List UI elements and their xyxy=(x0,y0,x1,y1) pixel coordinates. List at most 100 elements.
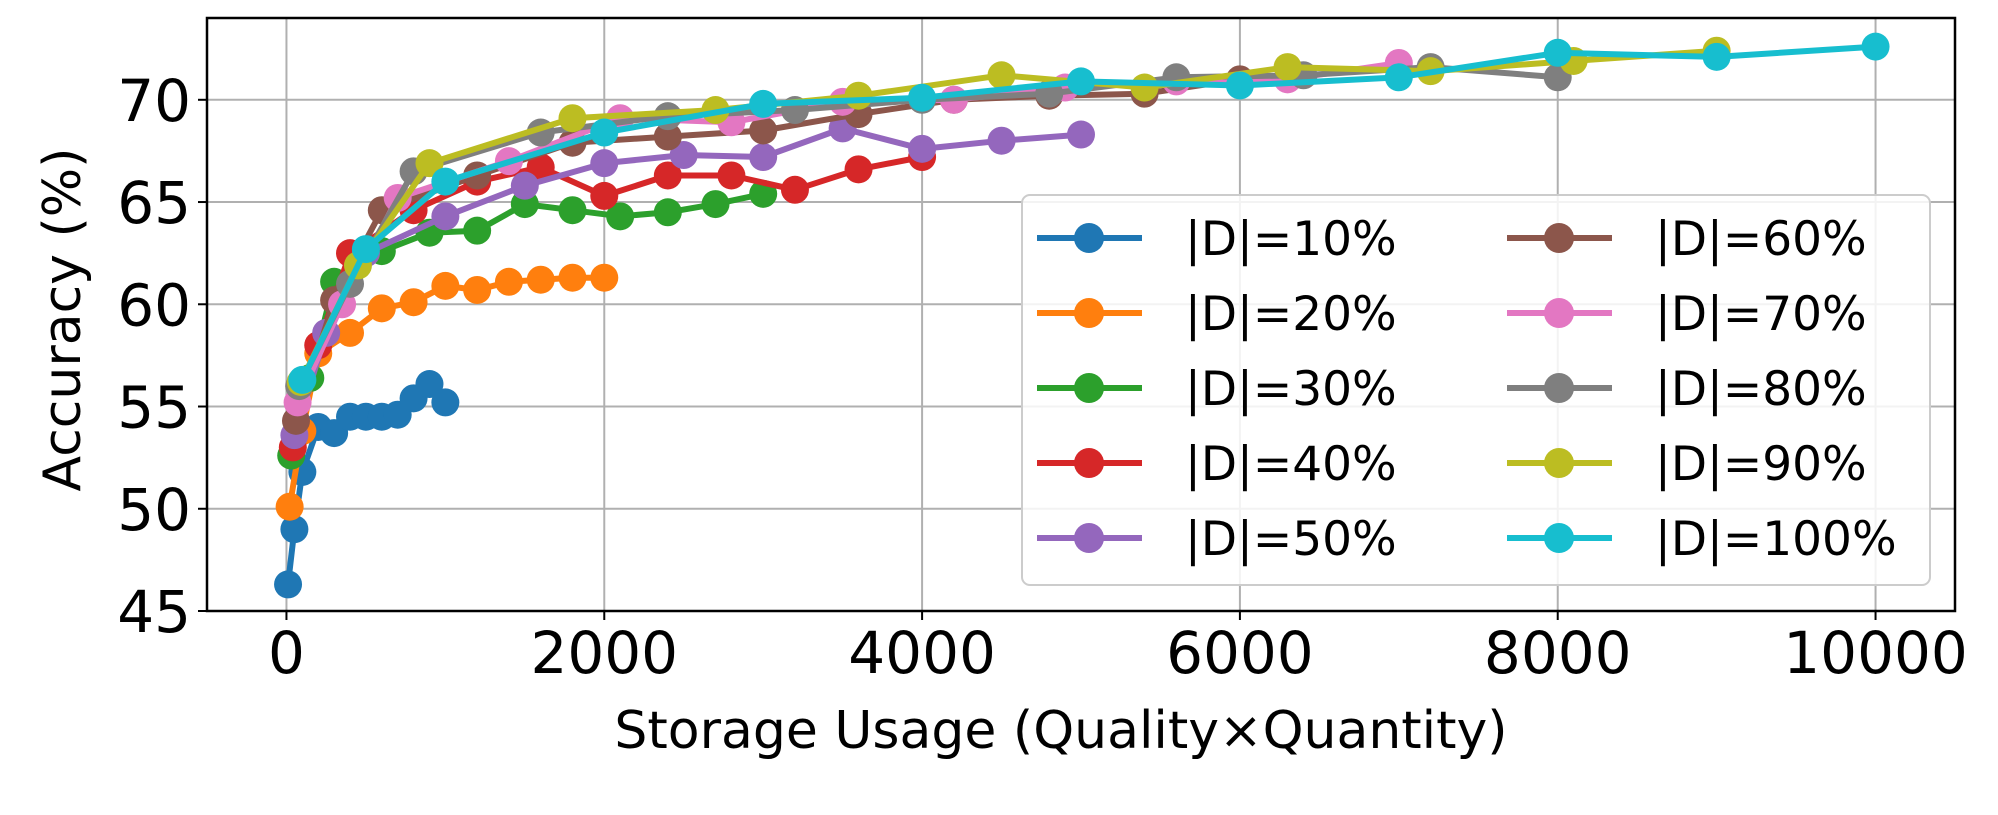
y-tick-label: 45 xyxy=(117,578,191,646)
data-point xyxy=(653,161,682,190)
legend-entry: |D|=90% xyxy=(1507,437,1867,492)
data-point xyxy=(653,122,682,151)
x-tick-label: 6000 xyxy=(1166,619,1314,687)
data-point xyxy=(844,155,873,184)
data-point xyxy=(987,61,1016,90)
data-point xyxy=(558,104,587,133)
plot-frame xyxy=(205,16,1957,613)
data-point xyxy=(780,175,809,204)
data-point xyxy=(431,202,460,231)
data-point xyxy=(669,141,698,170)
legend-entry: |D|=100% xyxy=(1507,512,1897,567)
x-tick-label: 4000 xyxy=(848,619,996,687)
legend-entry: |D|=60% xyxy=(1507,212,1867,267)
legend-label: |D|=30% xyxy=(1185,362,1397,417)
data-point xyxy=(1861,32,1890,61)
data-point xyxy=(590,118,619,147)
data-point xyxy=(606,202,635,231)
data-point xyxy=(1067,67,1095,96)
data-point xyxy=(431,388,460,417)
data-point xyxy=(717,161,746,190)
y-tick-label: 50 xyxy=(117,476,191,544)
x-tick-label: 2000 xyxy=(530,619,678,687)
series-line xyxy=(299,43,1876,382)
legend-label: |D|=60% xyxy=(1655,212,1867,267)
legend-label: |D|=100% xyxy=(1655,512,1897,567)
data-point xyxy=(351,235,380,264)
legend-entries: |D|=10% |D|=20% |D|=30% |D|=40% |D|=50% |D|=6… xyxy=(1037,212,1897,567)
data-point xyxy=(1543,38,1572,67)
data-point xyxy=(749,89,778,118)
data-point xyxy=(1273,53,1302,82)
legend-label: |D|=10% xyxy=(1185,212,1397,267)
data-point xyxy=(590,149,619,178)
legend-box xyxy=(1021,194,1931,586)
data-point xyxy=(653,198,682,227)
data-point xyxy=(1130,73,1159,102)
legend-swatch-marker xyxy=(1074,298,1104,328)
legend-entry: |D|=20% xyxy=(1037,287,1397,342)
data-point xyxy=(463,216,492,245)
data-point xyxy=(399,288,428,317)
data-point xyxy=(431,167,460,196)
data-point xyxy=(526,265,555,294)
legend-swatch-marker xyxy=(1544,448,1574,478)
legend-swatch-marker xyxy=(1074,523,1104,553)
data-point xyxy=(908,83,937,112)
data-point xyxy=(1702,42,1731,71)
y-tick-label: 70 xyxy=(117,67,191,135)
legend-entry: |D|=10% xyxy=(1037,212,1397,267)
data-point xyxy=(275,492,304,521)
data-point xyxy=(908,134,937,163)
y-tick-label: 55 xyxy=(117,374,191,442)
legend-label: |D|=20% xyxy=(1185,287,1397,342)
legend-label: |D|=90% xyxy=(1655,437,1867,492)
data-point xyxy=(494,267,523,296)
legend: |D|=10% |D|=20% |D|=30% |D|=40% |D|=50% |D|=6… xyxy=(1021,194,1931,586)
legend-entry: |D|=70% xyxy=(1507,287,1867,342)
legend-entry: |D|=50% xyxy=(1037,512,1397,567)
data-point xyxy=(558,196,587,225)
data-point xyxy=(431,271,460,300)
data-point xyxy=(701,190,730,219)
data-point xyxy=(987,126,1016,155)
legend-label: |D|=70% xyxy=(1655,287,1867,342)
data-point xyxy=(463,275,492,304)
x-tick-label: 0 xyxy=(268,619,305,687)
legend-label: |D|=40% xyxy=(1185,437,1397,492)
legend-swatch-marker xyxy=(1544,373,1574,403)
legend-swatch-marker xyxy=(1544,223,1574,253)
data-point xyxy=(1067,120,1095,149)
data-point xyxy=(288,365,317,394)
data-point xyxy=(526,153,555,182)
data-point xyxy=(274,570,303,599)
x-tick-label: 10000 xyxy=(1783,619,1968,687)
legend-swatch-marker xyxy=(1544,298,1574,328)
data-point xyxy=(749,116,778,145)
legend-label: |D|=80% xyxy=(1655,362,1867,417)
legend-swatch-marker xyxy=(1544,523,1574,553)
legend-entry: |D|=80% xyxy=(1507,362,1867,417)
data-point xyxy=(280,515,309,544)
data-point xyxy=(1384,63,1413,92)
series-layer xyxy=(274,32,1890,599)
data-point xyxy=(590,181,619,210)
data-point xyxy=(510,171,539,200)
data-point xyxy=(590,263,619,292)
y-tick-label: 65 xyxy=(117,169,191,237)
legend-label: |D|=50% xyxy=(1185,512,1397,567)
data-point xyxy=(844,81,873,110)
x-axis-label: Storage Usage (Quality×Quantity) xyxy=(614,701,1507,761)
x-tick-label: 8000 xyxy=(1484,619,1632,687)
tick-layer: 0 2000 4000 6000 8000 10000 45 50 55 60 65 70 xyxy=(117,67,1968,687)
data-point xyxy=(558,263,587,292)
legend-swatch-marker xyxy=(1074,373,1104,403)
data-point xyxy=(749,143,778,172)
series-10 xyxy=(288,32,1890,394)
y-axis-label: Accuracy (%) xyxy=(33,148,93,492)
y-tick-label: 60 xyxy=(117,271,191,339)
data-point xyxy=(1225,71,1254,100)
data-point xyxy=(415,370,444,399)
legend-entry: |D|=40% xyxy=(1037,437,1397,492)
